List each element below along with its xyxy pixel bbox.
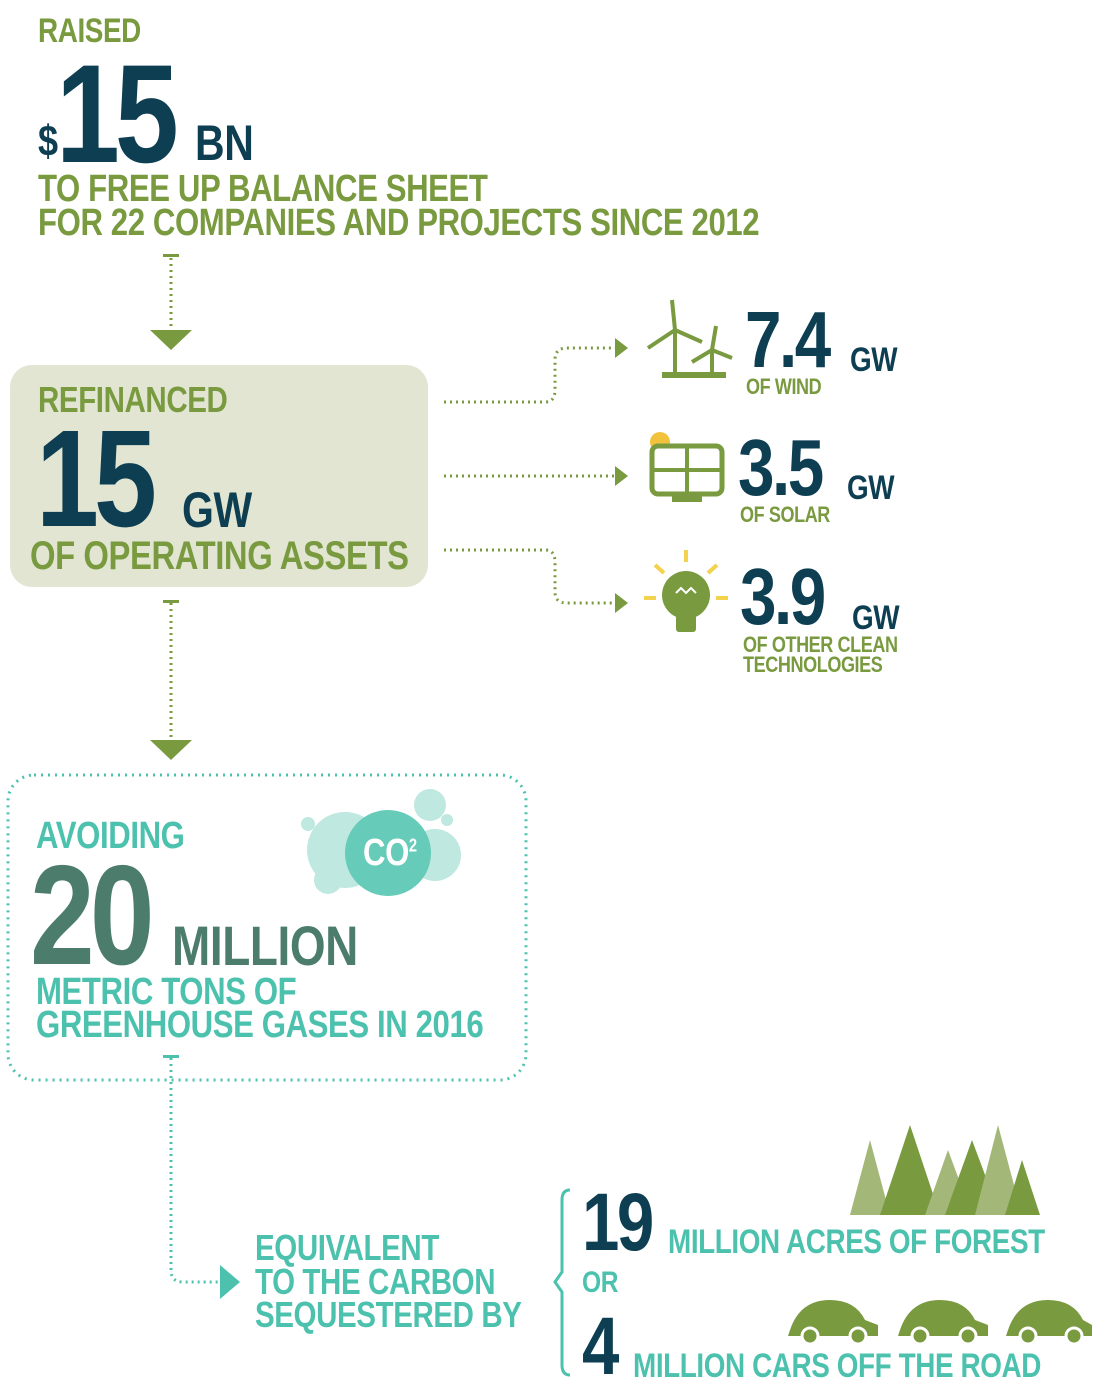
forest bbox=[850, 1125, 1040, 1215]
amount: 15 bbox=[56, 44, 174, 184]
badge-text: CO bbox=[363, 832, 409, 874]
teal-cap bbox=[163, 1055, 179, 1058]
amount: 7.4 bbox=[745, 300, 829, 380]
unit: GW bbox=[852, 601, 899, 635]
unit: MILLION bbox=[172, 918, 358, 974]
badge-sup: 2 bbox=[409, 835, 417, 855]
badge: CO2 bbox=[363, 834, 417, 872]
solar-icon bbox=[650, 432, 722, 502]
bulb-icon bbox=[644, 550, 728, 632]
separator: OR bbox=[582, 1268, 618, 1298]
amount: 15 bbox=[36, 410, 152, 548]
amount: 4 bbox=[582, 1306, 619, 1388]
description: FOR 22 COMPANIES AND PROJECTS SINCE 2012 bbox=[38, 204, 759, 242]
unit: BN bbox=[195, 118, 253, 168]
infographic: RAISED $ 15 BN TO FREE UP BALANCE SHEET … bbox=[0, 0, 1094, 1395]
description: TECHNOLOGIES bbox=[743, 654, 882, 676]
description: OF WIND bbox=[746, 376, 821, 398]
description: MILLION ACRES OF FOREST bbox=[668, 1225, 1045, 1259]
unit: GW bbox=[182, 485, 252, 535]
description: OF SOLAR bbox=[740, 504, 830, 526]
amount: 3.9 bbox=[740, 557, 824, 637]
wind-icon bbox=[648, 300, 732, 375]
description: MILLION CARS OFF THE ROAD bbox=[633, 1349, 1041, 1383]
teal-head bbox=[220, 1265, 240, 1299]
teal-arrow bbox=[171, 1058, 220, 1282]
unit: GW bbox=[850, 343, 897, 377]
brace bbox=[555, 1190, 570, 1375]
description: GREENHOUSE GASES IN 2016 bbox=[36, 1006, 483, 1044]
description: SEQUESTERED BY bbox=[255, 1297, 522, 1333]
amount: 20 bbox=[30, 845, 150, 987]
currency: $ bbox=[38, 120, 58, 164]
cars bbox=[788, 1300, 1092, 1344]
amount: 3.5 bbox=[738, 428, 822, 508]
amount: 19 bbox=[582, 1182, 652, 1264]
unit: GW bbox=[847, 471, 894, 505]
description: OF OPERATING ASSETS bbox=[30, 536, 409, 576]
